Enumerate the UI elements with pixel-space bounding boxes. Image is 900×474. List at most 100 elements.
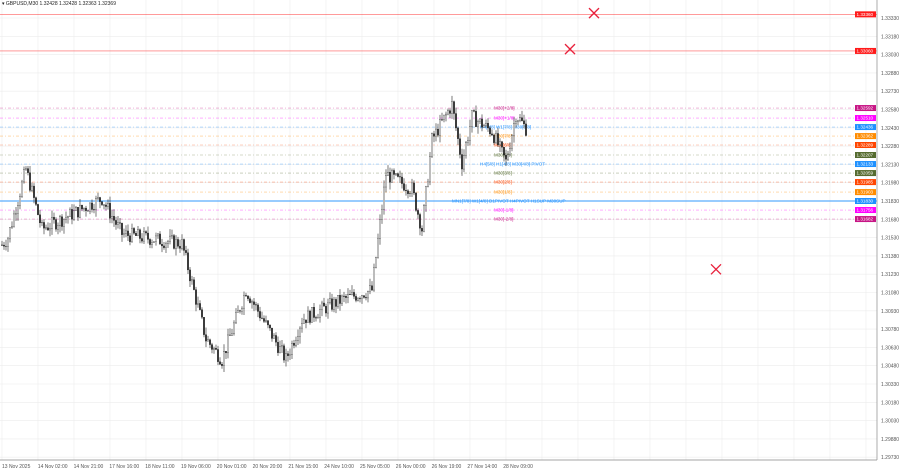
candle-body (479, 118, 481, 122)
candle-body (425, 186, 427, 206)
candle-body (497, 133, 499, 146)
candle-body (371, 285, 373, 291)
candle-body (473, 110, 475, 112)
level-price-tag-label: 1.31903 (857, 190, 874, 195)
candle-body (41, 222, 43, 224)
candle-body (239, 310, 241, 312)
candle-body (51, 217, 53, 229)
price-tick-label: 1.32430 (881, 126, 899, 132)
level-label: H4[5/8] H1[4/8] M30[4/8] PIVOT (480, 162, 545, 167)
candle-body (347, 294, 349, 298)
level-price-tag-label: 1.32592 (857, 106, 874, 111)
candle-body (99, 197, 101, 202)
candle-body (275, 335, 277, 343)
candle-body (59, 216, 61, 226)
candle-body (213, 348, 215, 350)
candle-body (463, 155, 465, 170)
candle-body (353, 292, 355, 297)
candle-body (167, 241, 169, 244)
price-tick-label: 1.31380 (881, 254, 899, 260)
candle-body (447, 110, 449, 115)
level-price-tag-label: 1.32510 (857, 116, 874, 121)
candle-body (125, 230, 127, 234)
candle-body (93, 209, 95, 211)
x-marker-icon (564, 43, 576, 55)
candle-body (215, 348, 217, 350)
candle-body (263, 318, 265, 322)
candle-body (169, 235, 171, 242)
candle-body (113, 216, 115, 221)
candle-body (289, 354, 291, 356)
level-price-tag-label: 1.32362 (857, 134, 874, 139)
candle-body (233, 322, 235, 334)
candle-body (309, 310, 311, 323)
candle-body (343, 295, 345, 297)
candle-body (177, 239, 179, 247)
candle-body (445, 113, 447, 116)
level-price-tag (855, 170, 876, 177)
candle-body (217, 349, 219, 362)
candle-body (433, 133, 435, 137)
candle-body (509, 148, 511, 155)
candle-body (267, 320, 269, 326)
candle-body (317, 317, 319, 319)
candle-body (515, 121, 517, 124)
candle-body (401, 176, 403, 184)
candle-body (137, 229, 139, 236)
candle-body (11, 226, 13, 228)
candle-body (337, 295, 339, 307)
candle-body (203, 317, 205, 335)
candle-body (423, 205, 425, 232)
level-price-tag-label: 1.32133 (857, 162, 874, 167)
candle-body (193, 279, 195, 290)
candle-body (285, 353, 287, 361)
candle-body (417, 210, 419, 215)
candle-body (301, 322, 303, 329)
candle-body (227, 334, 229, 354)
time-tick-label: 14 Nov 02:00 (38, 464, 68, 470)
price-tick-label: 1.30180 (881, 400, 899, 406)
level-label: M30[+2/8] (494, 106, 515, 111)
candle-body (141, 238, 143, 242)
candle-body (273, 335, 275, 339)
candle-body (459, 138, 461, 155)
level-price-tag (855, 115, 876, 122)
candle-body (277, 342, 279, 353)
candle-body (501, 141, 503, 148)
candle-body (523, 120, 525, 125)
candle-body (81, 204, 83, 210)
candle-body (163, 245, 165, 248)
level-label: H4[8/8] W1[7/8] M30[8/8] (480, 125, 531, 130)
candle-body (407, 190, 409, 194)
price-tick-label: 1.30630 (881, 345, 899, 351)
candle-body (27, 168, 29, 173)
candle-body (361, 295, 363, 299)
candle-body (357, 298, 359, 301)
candle-body (63, 218, 65, 227)
candle-body (201, 309, 203, 318)
symbol-label: GBPUSD,M30 (5, 1, 39, 7)
candle-body (123, 233, 125, 235)
candle-body (23, 169, 25, 183)
price-tick-label: 1.33030 (881, 53, 899, 59)
candle-body (293, 343, 295, 346)
candle-body (395, 173, 397, 175)
candle-body (365, 297, 367, 299)
candle-body (111, 216, 113, 219)
level-price-tag (855, 179, 876, 186)
candle-body (65, 217, 67, 220)
price-tick-label: 1.31530 (881, 236, 899, 242)
candle-body (69, 209, 71, 217)
candle-body (157, 233, 159, 237)
candle-body (453, 101, 455, 114)
price-tick-label: 1.32880 (881, 71, 899, 77)
candle-body (115, 220, 117, 225)
candle-body (55, 219, 57, 230)
candle-body (171, 235, 173, 237)
candle-body (409, 193, 411, 194)
candle-body (339, 295, 341, 304)
candle-body (127, 230, 129, 236)
candle-body (155, 235, 157, 242)
price-tick-label: 1.30780 (881, 327, 899, 333)
